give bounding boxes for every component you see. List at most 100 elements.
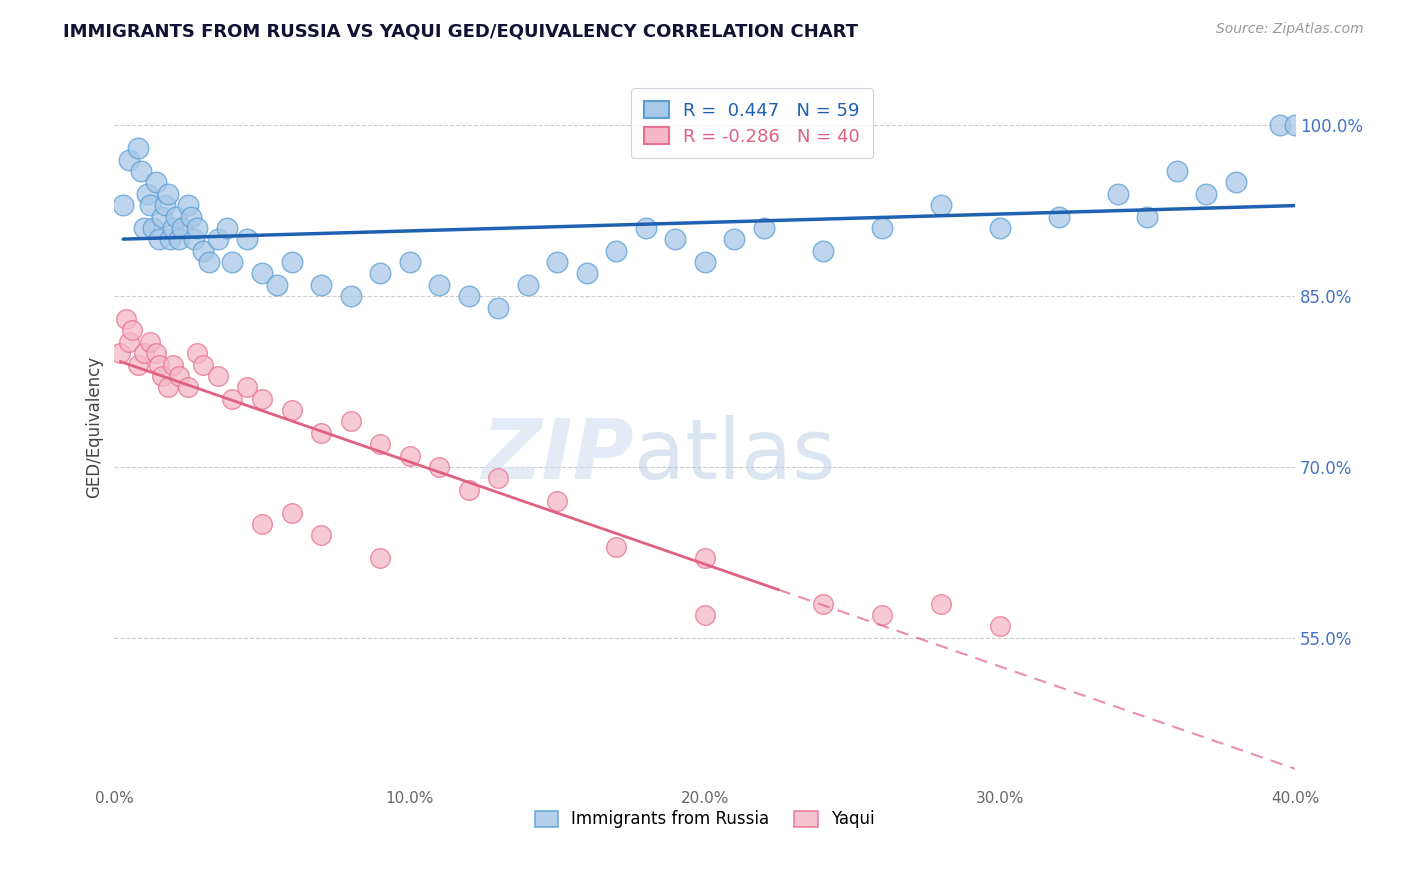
Point: [115, 312, 138, 326]
Point: [280, 255, 302, 269]
Point: [156, 380, 179, 394]
Point: [309, 528, 332, 542]
Text: IMMIGRANTS FROM RUSSIA VS YAQUI GED/EQUIVALENCY CORRELATION CHART: IMMIGRANTS FROM RUSSIA VS YAQUI GED/EQUI…: [63, 22, 858, 40]
Point: [664, 232, 686, 246]
Point: [215, 221, 238, 235]
Point: [169, 368, 191, 383]
Point: [266, 277, 288, 292]
Legend: Immigrants from Russia, Yaqui: Immigrants from Russia, Yaqui: [529, 804, 882, 835]
Point: [148, 232, 170, 246]
Point: [309, 425, 332, 440]
Point: [1166, 164, 1188, 178]
Point: [112, 198, 135, 212]
Point: [1107, 186, 1129, 201]
Point: [752, 221, 775, 235]
Point: [156, 186, 179, 201]
Point: [172, 221, 194, 235]
Point: [605, 244, 627, 258]
Point: [368, 551, 391, 566]
Point: [236, 380, 259, 394]
Point: [1225, 175, 1247, 189]
Point: [162, 221, 184, 235]
Point: [207, 368, 229, 383]
Point: [280, 403, 302, 417]
Point: [207, 232, 229, 246]
Point: [368, 267, 391, 281]
Point: [139, 334, 162, 349]
Point: [1270, 119, 1292, 133]
Point: [148, 358, 170, 372]
Point: [183, 232, 205, 246]
Y-axis label: GED/Equivalency: GED/Equivalency: [86, 356, 103, 499]
Point: [135, 186, 157, 201]
Point: [723, 232, 745, 246]
Point: [127, 358, 149, 372]
Point: [180, 210, 202, 224]
Point: [693, 607, 716, 622]
Point: [280, 506, 302, 520]
Point: [132, 221, 155, 235]
Point: [150, 210, 173, 224]
Point: [118, 334, 141, 349]
Point: [929, 198, 952, 212]
Point: [127, 141, 149, 155]
Point: [988, 221, 1011, 235]
Point: [309, 277, 332, 292]
Point: [150, 368, 173, 383]
Text: ZIP: ZIP: [481, 416, 634, 496]
Point: [988, 619, 1011, 633]
Point: [398, 255, 420, 269]
Point: [546, 494, 568, 508]
Point: [221, 392, 243, 406]
Point: [110, 346, 132, 360]
Point: [132, 346, 155, 360]
Point: [129, 164, 152, 178]
Point: [929, 597, 952, 611]
Point: [368, 437, 391, 451]
Point: [159, 232, 181, 246]
Point: [186, 221, 208, 235]
Point: [177, 198, 200, 212]
Point: [575, 267, 598, 281]
Point: [339, 414, 361, 428]
Point: [221, 255, 243, 269]
Point: [153, 198, 176, 212]
Point: [605, 540, 627, 554]
Point: [693, 551, 716, 566]
Point: [427, 460, 450, 475]
Point: [546, 255, 568, 269]
Point: [145, 175, 167, 189]
Point: [693, 255, 716, 269]
Point: [250, 516, 273, 531]
Point: [145, 346, 167, 360]
Point: [486, 471, 509, 485]
Point: [121, 323, 143, 337]
Point: [191, 244, 214, 258]
Point: [165, 210, 187, 224]
Point: [139, 198, 162, 212]
Point: [634, 221, 657, 235]
Point: [250, 392, 273, 406]
Point: [169, 232, 191, 246]
Point: [516, 277, 538, 292]
Point: [339, 289, 361, 303]
Point: [198, 255, 221, 269]
Point: [811, 597, 834, 611]
Point: [427, 277, 450, 292]
Point: [250, 267, 273, 281]
Point: [486, 301, 509, 315]
Point: [177, 380, 200, 394]
Point: [162, 358, 184, 372]
Point: [1284, 119, 1306, 133]
Point: [186, 346, 208, 360]
Point: [236, 232, 259, 246]
Point: [1047, 210, 1070, 224]
Point: [870, 607, 893, 622]
Point: [142, 221, 165, 235]
Point: [870, 221, 893, 235]
Text: atlas: atlas: [634, 416, 835, 496]
Point: [398, 449, 420, 463]
Point: [811, 244, 834, 258]
Point: [1195, 186, 1218, 201]
Point: [1136, 210, 1159, 224]
